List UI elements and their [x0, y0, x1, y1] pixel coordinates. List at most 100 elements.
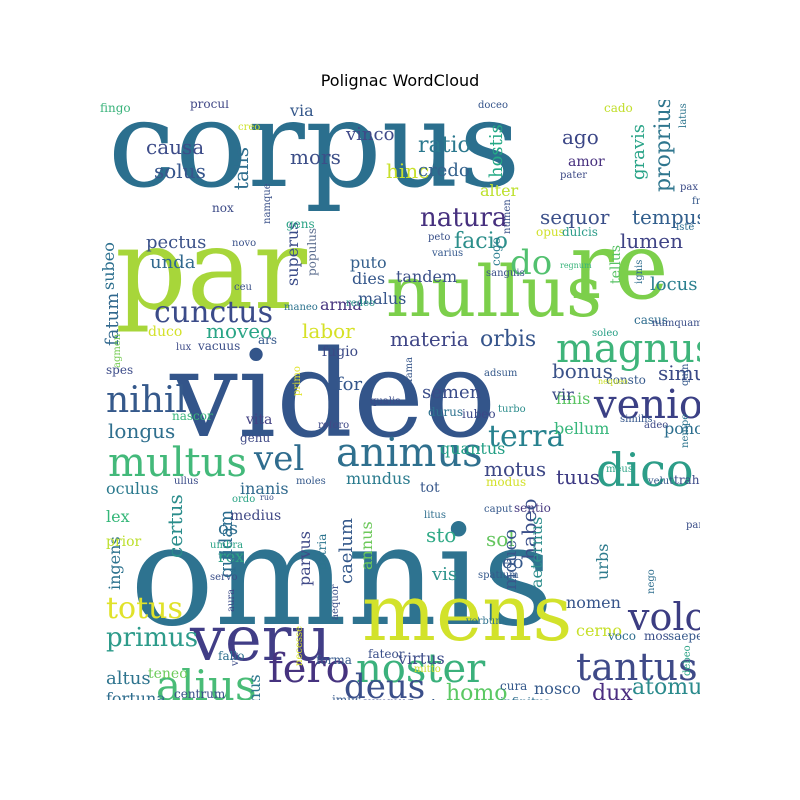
word-adeo: adeo	[644, 420, 668, 431]
word-pectus: pectus	[146, 232, 206, 253]
word-centrum: centrum	[174, 687, 226, 700]
word-vis: vis	[431, 564, 457, 585]
word-os: os	[218, 518, 238, 539]
word-omnis: omnis	[130, 495, 554, 658]
word-saepe: saepe	[668, 629, 700, 643]
word-nosco: nosco	[534, 679, 581, 698]
word-annus: annus	[357, 521, 376, 570]
word-homo: homo	[446, 681, 508, 700]
word-numen: numen	[502, 199, 513, 234]
word-procul: procul	[190, 100, 229, 111]
word-tellus: tellus	[608, 245, 624, 284]
word-servo: servo	[210, 572, 238, 583]
word-ullus: ullus	[174, 476, 198, 487]
word-volo: volo	[627, 595, 700, 639]
word-primus: primus	[106, 623, 198, 653]
word-litus: litus	[424, 510, 446, 521]
word-numquam: numquam	[652, 318, 700, 329]
word-aura: aura	[226, 589, 237, 612]
word-turbo: turbo	[498, 404, 526, 415]
word-natura: natura	[420, 203, 507, 233]
word-frons: frons	[692, 196, 700, 207]
word-medius: medius	[230, 508, 281, 524]
word-noster: noster	[356, 646, 486, 692]
word-sequor: sequor	[540, 205, 610, 229]
word-caelum: caelum	[336, 518, 357, 584]
word-materia: materia	[390, 327, 469, 351]
word-ceu: ceu	[234, 282, 253, 293]
word-novo: novo	[232, 238, 256, 249]
word-quidam: quidam	[216, 510, 237, 578]
word-caput: caput	[484, 504, 512, 515]
word-lux: lux	[176, 342, 192, 353]
word-corpus: corpus	[108, 100, 521, 215]
word-alter: alter	[480, 181, 519, 200]
word-ratio: ratio	[418, 133, 471, 158]
word-vir: vir	[551, 385, 574, 404]
word-nego: nego	[646, 569, 657, 594]
word-atomus: atomus	[632, 675, 700, 700]
word-do: do	[510, 243, 552, 283]
word-fero: fero	[268, 646, 350, 692]
word-facio: facio	[454, 229, 508, 254]
word-puto: puto	[350, 253, 387, 272]
word-malus: malus	[358, 289, 406, 308]
word-cerno: cerno	[576, 621, 622, 640]
word-cura: cura	[500, 679, 527, 693]
word-fateor: fateor	[368, 647, 405, 661]
word-sol: sol	[486, 527, 515, 551]
word-redeo: redeo	[346, 298, 375, 309]
word-tantus: tantus	[576, 645, 698, 689]
word-magnus: magnus	[556, 326, 700, 372]
word-dies: dies	[352, 269, 385, 288]
word-tot: tot	[420, 480, 440, 496]
word-ago: ago	[562, 125, 599, 149]
word-lumen: lumen	[620, 229, 683, 253]
word-superus: superus	[283, 222, 302, 286]
word-aequor: aequor	[330, 584, 341, 620]
word-qualis: qualis	[370, 396, 400, 407]
word-fatum: fatum	[102, 293, 123, 346]
word-nequeo: nequeo	[598, 377, 628, 386]
word-terra: terra	[488, 419, 564, 454]
word-longus: longus	[108, 419, 175, 443]
word-genu: genu	[240, 431, 271, 445]
word-mors: mors	[290, 145, 341, 169]
word-for: for	[336, 374, 362, 395]
word-fama: fama	[404, 357, 415, 382]
word-bonus: bonus	[552, 359, 613, 383]
word-pater: pater	[560, 170, 587, 181]
word-via: via	[289, 101, 314, 120]
word-mundus: mundus	[346, 469, 411, 488]
word-quantus: quantus	[440, 439, 505, 458]
word-consto: consto	[606, 373, 646, 387]
word-certus: certus	[163, 494, 187, 558]
word-labor: labor	[302, 319, 355, 343]
word-nihil: nihil	[106, 380, 187, 421]
word-animus: animus	[336, 430, 483, 476]
word-urbs: urbs	[593, 544, 612, 580]
word-solus: solus	[154, 159, 206, 183]
word-pono: pono	[664, 419, 700, 438]
word-fundo: fundo	[408, 697, 443, 700]
word-habeo: habeo	[517, 499, 541, 560]
word-casus: casus	[634, 313, 668, 327]
word-tuus: tuus	[556, 465, 600, 489]
word-arma: arma	[320, 295, 362, 314]
word-vacuus: vacuus	[197, 339, 240, 353]
word-finis: finis	[556, 389, 590, 408]
word-iubeo: iubeo	[462, 407, 496, 421]
word-nullus: nullus	[386, 251, 602, 333]
word-cado: cado	[604, 101, 633, 115]
word-refero: refero	[318, 420, 349, 431]
word-mitto: mitto	[414, 664, 441, 675]
word-summus: summus	[362, 695, 413, 700]
word-bellum: bellum	[554, 419, 609, 438]
word-primo: primo	[292, 366, 303, 396]
word-motus: motus	[484, 457, 546, 481]
word-agmen: agmen	[112, 333, 123, 368]
word-rex: rex	[218, 547, 244, 566]
word-dux: dux	[592, 681, 633, 700]
word-regnum: regnum	[560, 261, 592, 270]
